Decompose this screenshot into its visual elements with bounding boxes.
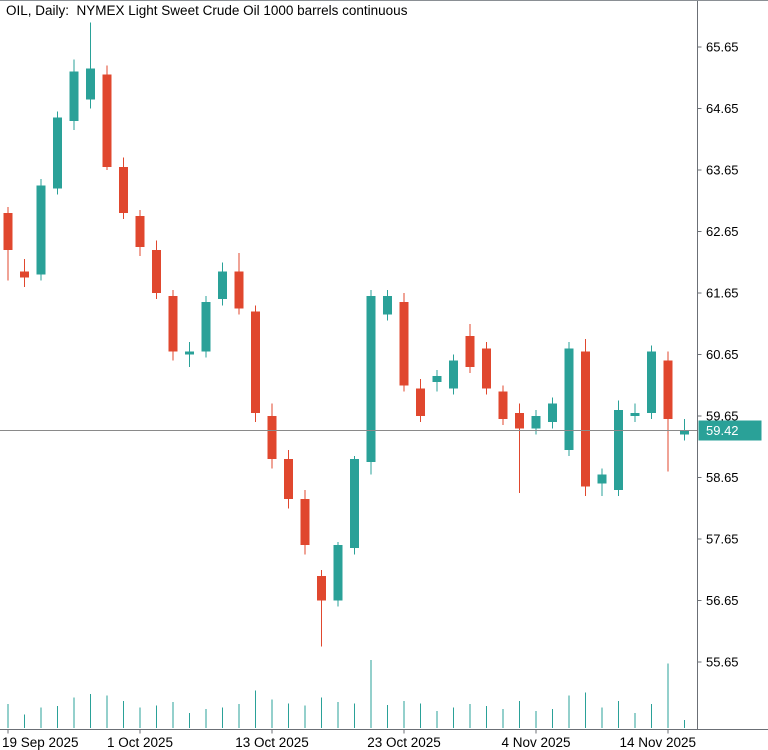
- candle-body: [119, 166, 128, 214]
- candle-body: [548, 403, 557, 423]
- candle-body: [531, 416, 541, 429]
- candle-body: [663, 360, 673, 420]
- candle-body: [317, 575, 326, 601]
- y-axis-label: 58.65: [706, 470, 739, 485]
- x-axis-label: 1 Oct 2025: [107, 735, 173, 750]
- candle-body: [234, 271, 244, 309]
- candle-body: [366, 296, 376, 463]
- x-axis-label: 4 Nov 2025: [501, 735, 570, 750]
- candle-body: [201, 302, 211, 352]
- axis-frame: [0, 1, 768, 730]
- x-axis-label: 23 Oct 2025: [367, 735, 441, 750]
- candle-body: [102, 74, 112, 167]
- candle-body: [69, 71, 79, 121]
- y-axis-label: 60.65: [706, 347, 739, 362]
- candle-body: [432, 376, 442, 383]
- y-axis-label: 61.65: [706, 286, 739, 301]
- current-price-tag: 59.42: [698, 420, 762, 441]
- candle-body: [482, 348, 491, 389]
- candle-body: [597, 474, 607, 484]
- candles-layer: [3, 22, 689, 647]
- y-axis-label: 55.65: [706, 655, 739, 670]
- x-axis-label: 13 Oct 2025: [235, 735, 309, 750]
- candle-body: [333, 545, 343, 601]
- price-axis: 65.65 64.65 63.65 62.65 61.65 60.65 59.65 58.65…: [697, 40, 739, 670]
- candle-body: [581, 351, 590, 487]
- current-price-badge: [698, 420, 762, 441]
- candle-body: [564, 348, 574, 450]
- candle-body: [53, 117, 62, 189]
- candle-body: [135, 216, 145, 247]
- y-axis-label: 65.65: [706, 40, 739, 55]
- candle-body: [498, 391, 508, 420]
- y-axis-label: 59.65: [706, 409, 739, 424]
- candle-body: [630, 412, 640, 416]
- candle-body: [218, 271, 227, 300]
- candle-body: [449, 360, 458, 389]
- candle-body: [36, 185, 46, 275]
- y-axis-label: 64.65: [706, 101, 739, 116]
- chart-title: OIL, Daily: NYMEX Light Sweet Crude Oil …: [6, 3, 408, 18]
- candle-body: [383, 296, 392, 315]
- time-axis: 19 Sep 2025 1 Oct 2025 13 Oct 2025 23 Oct 2…: [2, 729, 696, 750]
- y-axis-label: 56.65: [706, 593, 739, 608]
- candle-body: [680, 430, 689, 435]
- candle-body: [300, 499, 310, 546]
- candle-body: [251, 311, 260, 413]
- x-axis-label: 14 Nov 2025: [619, 735, 696, 750]
- candle-body: [20, 271, 29, 278]
- candle-body: [152, 249, 161, 293]
- x-axis-label: 19 Sep 2025: [2, 735, 79, 750]
- volume-layer: [7, 660, 686, 728]
- candle-body: [399, 302, 409, 386]
- candle-body: [350, 459, 359, 549]
- candle-body: [3, 213, 13, 250]
- candle-body: [86, 68, 95, 100]
- candle-body: [416, 388, 425, 416]
- candle-body: [465, 336, 475, 367]
- y-axis-label: 63.65: [706, 163, 739, 178]
- candle-body: [267, 416, 277, 460]
- candle-body: [284, 459, 293, 500]
- y-axis-label: 62.65: [706, 224, 739, 239]
- candle-body: [614, 409, 623, 490]
- candle-body: [515, 412, 524, 429]
- candle-body: [647, 351, 656, 413]
- candle-body: [168, 296, 178, 352]
- y-axis-label: 57.65: [706, 532, 739, 547]
- candle-body: [185, 351, 194, 355]
- current-price-badge-text: 59.42: [706, 423, 739, 438]
